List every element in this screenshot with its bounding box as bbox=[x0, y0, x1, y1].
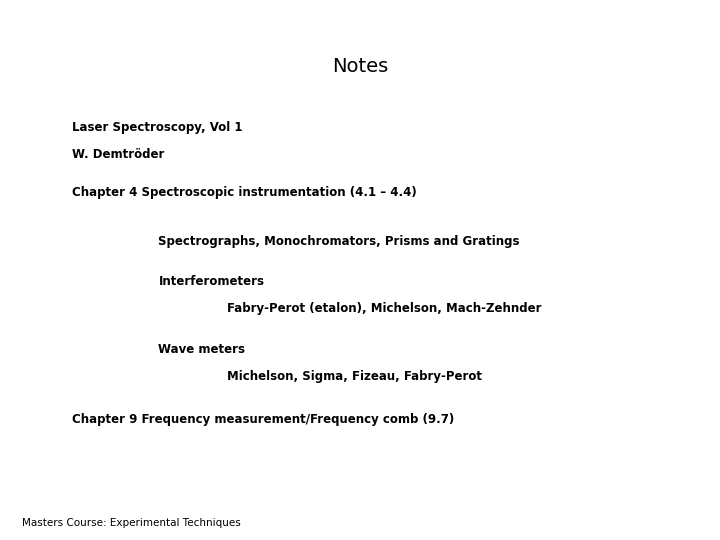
Text: Interferometers: Interferometers bbox=[158, 275, 264, 288]
Text: Fabry-Perot (etalon), Michelson, Mach-Zehnder: Fabry-Perot (etalon), Michelson, Mach-Ze… bbox=[227, 302, 541, 315]
Text: Masters Course: Experimental Techniques: Masters Course: Experimental Techniques bbox=[22, 518, 240, 529]
Text: Michelson, Sigma, Fizeau, Fabry-Perot: Michelson, Sigma, Fizeau, Fabry-Perot bbox=[227, 370, 482, 383]
Text: Spectrographs, Monochromators, Prisms and Gratings: Spectrographs, Monochromators, Prisms an… bbox=[158, 235, 520, 248]
Text: W. Demtröder: W. Demtröder bbox=[72, 148, 164, 161]
Text: Laser Spectroscopy, Vol 1: Laser Spectroscopy, Vol 1 bbox=[72, 122, 243, 134]
Text: Notes: Notes bbox=[332, 57, 388, 76]
Text: Wave meters: Wave meters bbox=[158, 343, 246, 356]
Text: Chapter 9 Frequency measurement/Frequency comb (9.7): Chapter 9 Frequency measurement/Frequenc… bbox=[72, 413, 454, 426]
Text: Chapter 4 Spectroscopic instrumentation (4.1 – 4.4): Chapter 4 Spectroscopic instrumentation … bbox=[72, 186, 417, 199]
